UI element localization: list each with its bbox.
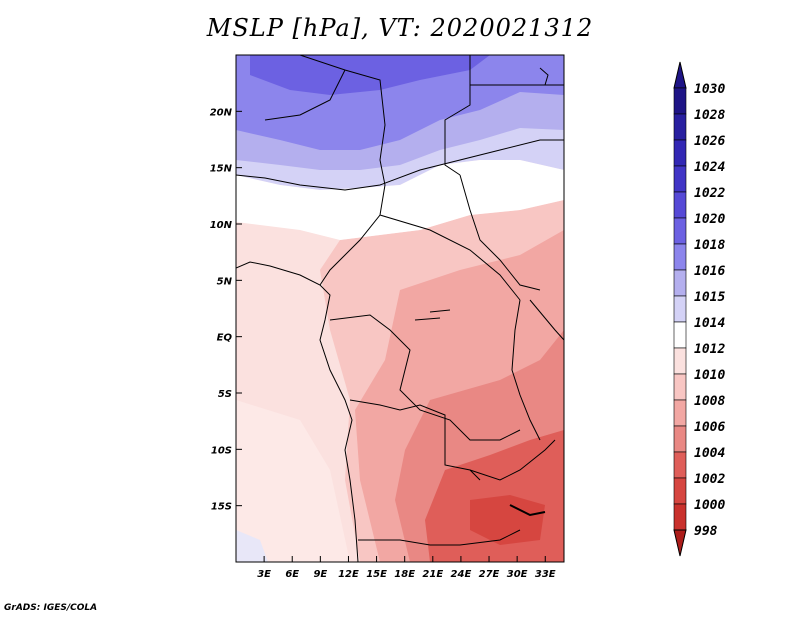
- lon-tick-label: 33E: [535, 569, 556, 580]
- field-1015-sw-corner: [236, 530, 268, 562]
- sinai-coast: [539, 67, 549, 86]
- colorbar-segment: [673, 269, 687, 297]
- colorbar-segment: [673, 477, 687, 505]
- nigeria-cameroon-border: [319, 184, 386, 286]
- field-1014-ocean: [236, 400, 350, 562]
- colorbar-segment: [673, 321, 687, 349]
- lon-tick-label: 12E: [338, 569, 359, 580]
- colorbar-label: 1004: [694, 446, 725, 461]
- colorbar-label: 1015: [694, 290, 725, 305]
- country-borders: [236, 55, 564, 562]
- lon-tick-label: 21E: [422, 569, 443, 580]
- colorbar-segment: [673, 399, 687, 427]
- colorbar-label: 1008: [694, 394, 725, 409]
- lat-tick-label: 5N: [217, 276, 233, 287]
- map-title: MSLP [hPa], VT: 2020021312: [206, 14, 594, 42]
- zambia-border: [469, 439, 556, 481]
- field-1002: [470, 495, 545, 545]
- field-1014: [236, 160, 564, 240]
- lon-tick-label: 9E: [313, 569, 327, 580]
- colorbar-bottom-arrow: [673, 529, 687, 557]
- axis-ticks: 20N 15N 10N 5N EQ 5S 10S 15S 3E 6E 9E 12E 15E 18E 21E 2…: [210, 107, 556, 580]
- namibia-botswana-border: [358, 529, 521, 546]
- lon-tick-label: 24E: [451, 569, 472, 580]
- colorbar-segment: [673, 347, 687, 375]
- libya-border: [444, 55, 471, 176]
- colorbar-label: 1020: [694, 212, 725, 227]
- colorbar-label: 1026: [694, 134, 725, 149]
- colorbar-segment: [673, 373, 687, 401]
- lon-tick-label: 18E: [394, 569, 415, 580]
- lat-tick-label: 5S: [218, 389, 232, 400]
- colorbar-label: 1016: [694, 264, 725, 279]
- field-1020: [250, 55, 490, 95]
- lat-tick-label: 15N: [210, 164, 233, 175]
- colorbar-segment: [673, 295, 687, 323]
- mali-border: [264, 69, 346, 121]
- colorbar-label: 1022: [694, 186, 725, 201]
- colorbar-label: 1012: [694, 342, 725, 357]
- colorbar-label: 1028: [694, 108, 725, 123]
- lat-tick-label: 10S: [211, 445, 232, 456]
- colorbar-segment: [673, 243, 687, 271]
- sahel-border: [236, 139, 564, 191]
- angola-border: [349, 399, 481, 481]
- colorbar-segment: [673, 503, 687, 531]
- colorbar-segment: [673, 425, 687, 453]
- coastline-west: [236, 261, 359, 562]
- colorbar-segment: [673, 451, 687, 479]
- colorbar-segment: [673, 165, 687, 193]
- pressure-field: [236, 55, 564, 562]
- colorbar-label: 1024: [694, 160, 725, 175]
- colorbar-top-arrow: [673, 61, 687, 89]
- lat-tick-label: 20N: [210, 107, 233, 118]
- lon-tick-label: 15E: [366, 569, 387, 580]
- car-border: [379, 214, 521, 301]
- colorbar-label: 1002: [694, 472, 725, 487]
- congo-river-lakes: [414, 309, 451, 321]
- colorbar-segment: [673, 191, 687, 219]
- colorbar-label: 998: [694, 524, 718, 539]
- colorbar-segment: [673, 113, 687, 141]
- grads-credit: GrADS: IGES/COLA: [4, 603, 98, 613]
- colorbar-label: 1014: [694, 316, 725, 331]
- colorbar-label: 1006: [694, 420, 725, 435]
- lat-tick-label: EQ: [217, 333, 233, 344]
- lon-tick-label: 6E: [285, 569, 299, 580]
- lon-tick-label: 30E: [507, 569, 528, 580]
- colorbar-segment: [673, 217, 687, 245]
- lat-tick-label: 15S: [211, 502, 232, 513]
- algeria-niger-border: [299, 55, 386, 186]
- lat-tick-label: 10N: [210, 220, 233, 231]
- congo-drc-border: [329, 314, 521, 441]
- map-frame: [235, 54, 565, 563]
- colorbar-label: 1018: [694, 238, 725, 253]
- sudan-border: [459, 174, 541, 291]
- colorbar-segment: [673, 87, 687, 115]
- colorbar-label: 1010: [694, 368, 725, 383]
- lake-kariba: [509, 504, 546, 517]
- colorbar-label: 1000: [694, 498, 725, 513]
- colorbar-label: 1030: [694, 82, 725, 97]
- lon-tick-label: 3E: [257, 569, 271, 580]
- colorbar: 1030 1028 1026 1024 1022 1020 1018 1016 1015 1014…: [673, 61, 725, 557]
- lon-tick-label: 27E: [479, 569, 500, 580]
- east-africa-border: [529, 299, 564, 341]
- lakes-border: [511, 299, 541, 441]
- colorbar-segment: [673, 139, 687, 167]
